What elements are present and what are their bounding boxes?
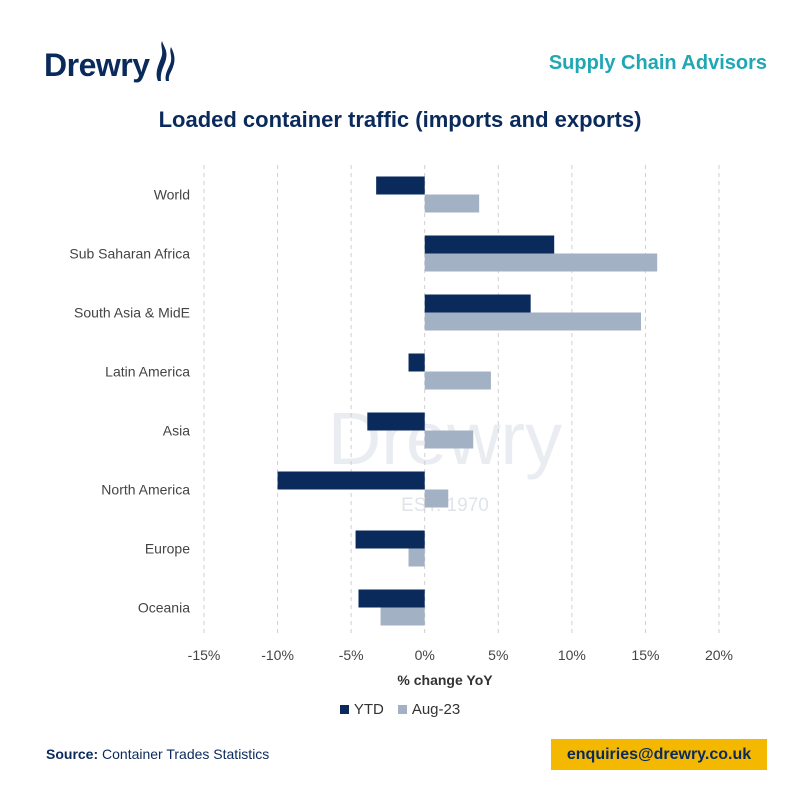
x-tick-label: 10% [558, 647, 586, 663]
source-note: Source: Container Trades Statistics [46, 746, 269, 762]
x-tick-label: -10% [261, 647, 294, 663]
bar-aug23 [380, 607, 425, 626]
bar-ytd [376, 176, 425, 195]
x-tick-label: 0% [415, 647, 435, 663]
x-tick-label: -5% [339, 647, 364, 663]
bar-aug23 [424, 194, 480, 213]
bar-aug23 [424, 253, 658, 272]
source-label: Source: [46, 746, 99, 762]
bar-aug23 [424, 371, 491, 390]
legend-swatch-ytd [339, 705, 349, 714]
bar-ytd [355, 530, 425, 549]
flame-icon [156, 41, 174, 81]
legend: YTD Aug-23 [0, 701, 800, 718]
category-label: South Asia & MidE [74, 305, 190, 321]
x-tick-label: -15% [188, 647, 221, 663]
category-label: Latin America [105, 364, 190, 380]
bar-ytd [367, 412, 425, 431]
category-labels: World Sub Saharan Africa South Asia & MidE… [69, 187, 190, 616]
x-tick-label: 15% [631, 647, 659, 663]
tagline: Supply Chain Advisors [548, 52, 767, 74]
contact-email[interactable]: enquiries@drewry.co.uk [551, 739, 767, 770]
bar-aug23 [424, 489, 449, 508]
drewry-logo: Drewry [44, 41, 176, 88]
bar-ytd [424, 235, 555, 254]
chart-title: Loaded container traffic (imports and ex… [158, 107, 642, 132]
category-label: Oceania [138, 600, 190, 616]
legend-label-aug23: Aug-23 [411, 701, 461, 718]
category-label: Sub Saharan Africa [69, 246, 190, 262]
x-tick-labels: -15% -10% -5% 0% 5% 10% 15% 20% [188, 647, 733, 663]
bar-ytd [408, 353, 425, 372]
category-label: Europe [145, 541, 190, 557]
x-tick-label: 20% [705, 647, 733, 663]
bar-aug23 [424, 312, 642, 331]
legend-label-ytd: YTD [353, 701, 384, 718]
x-tick-label: 5% [488, 647, 508, 663]
category-label: North America [101, 482, 190, 498]
source-text: Container Trades Statistics [102, 746, 270, 762]
category-label: World [154, 187, 190, 203]
legend-item-ytd: YTD [339, 701, 384, 718]
bar-ytd [424, 294, 531, 313]
bar-aug23 [424, 430, 474, 449]
bars [277, 176, 658, 626]
bar-ytd [277, 471, 425, 490]
category-label: Asia [163, 423, 190, 439]
legend-item-aug23: Aug-23 [397, 701, 461, 718]
bar-aug23 [408, 548, 425, 567]
logo-text: Drewry [44, 46, 150, 83]
legend-swatch-aug23 [397, 705, 407, 714]
x-axis-label: % change YoY [397, 672, 493, 688]
bar-ytd [358, 589, 425, 608]
